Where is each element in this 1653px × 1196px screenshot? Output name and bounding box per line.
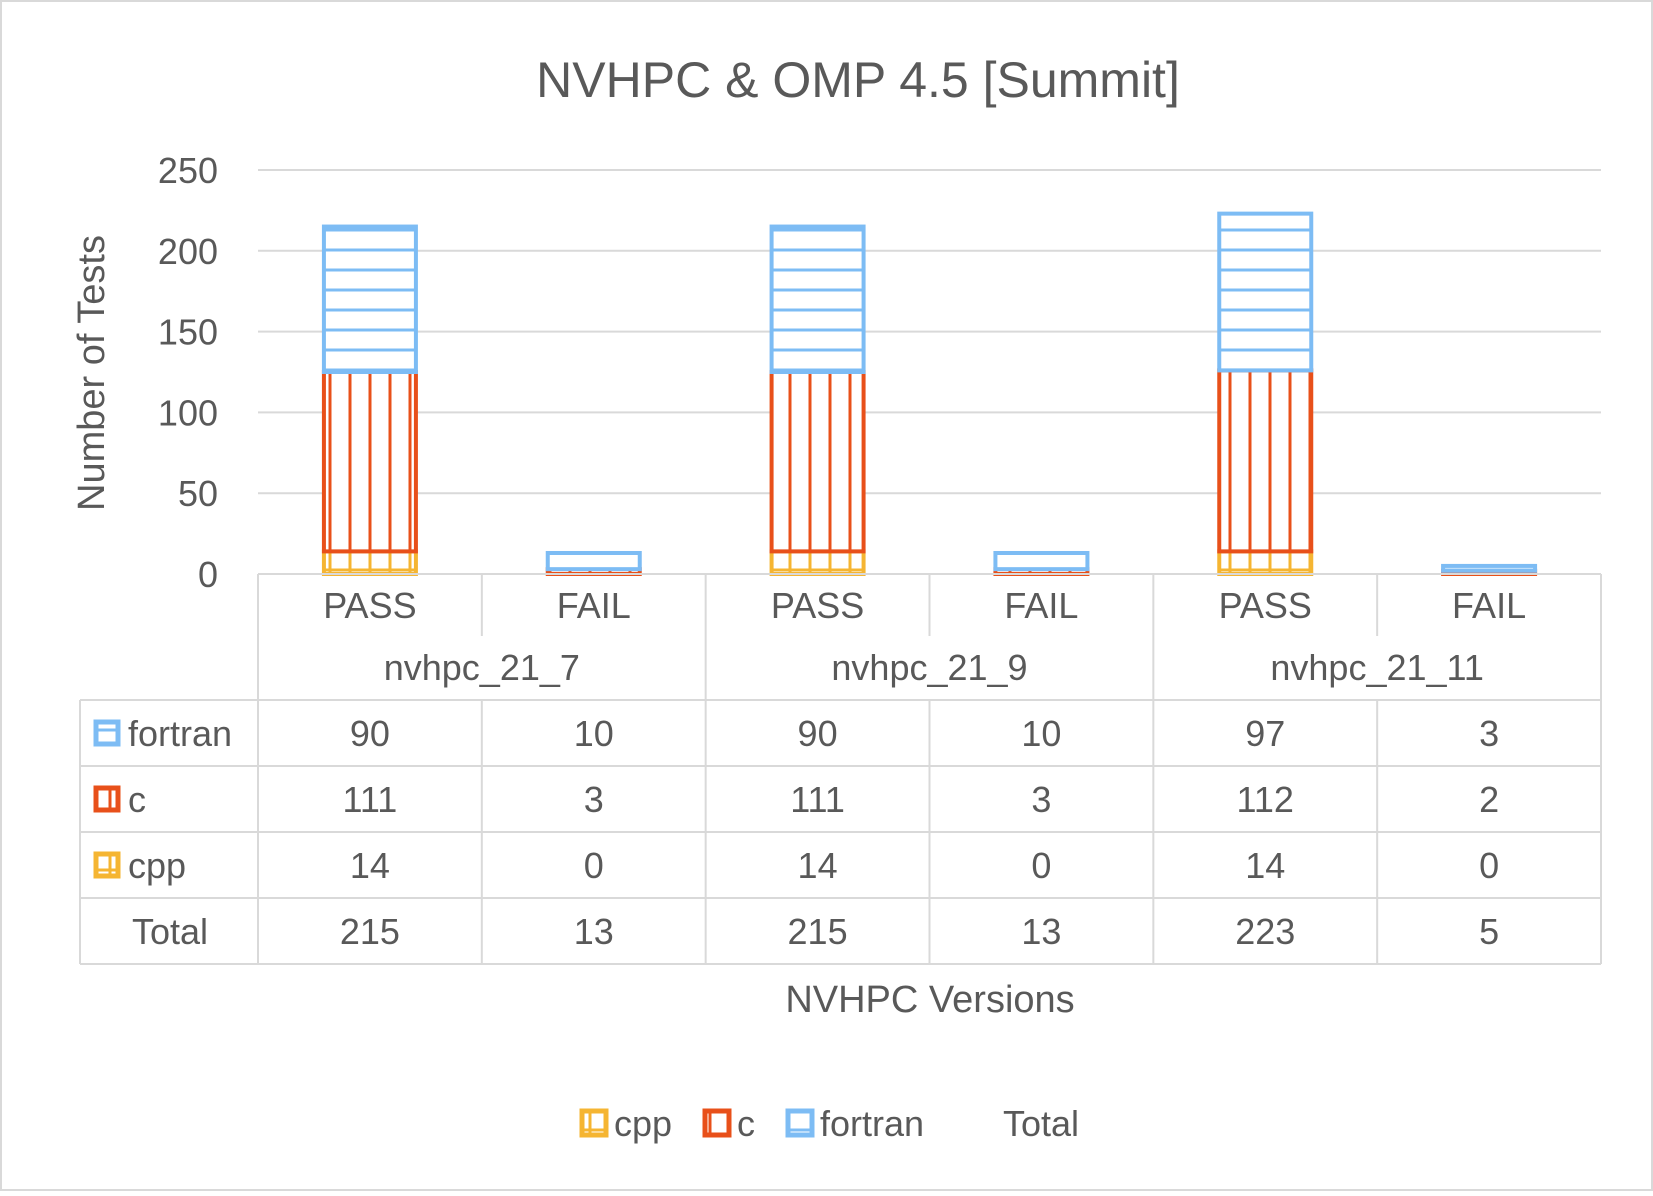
bar-fortran xyxy=(993,550,1090,572)
y-tick-label: 0 xyxy=(198,554,218,595)
table-cell: 0 xyxy=(584,845,604,886)
legend: cpp c fortran Total xyxy=(579,1103,1079,1144)
table-cell: 97 xyxy=(1245,713,1285,754)
chart-title: NVHPC & OMP 4.5 [Summit] xyxy=(536,52,1180,108)
bar-fortran xyxy=(545,550,642,572)
y-tick-label: 200 xyxy=(158,231,218,272)
bar-fortran xyxy=(1217,211,1314,373)
x-axis-label: NVHPC Versions xyxy=(785,979,1074,1021)
legend-key-cpp xyxy=(93,851,121,879)
table-cell: 112 xyxy=(1237,779,1294,820)
bar-fortran xyxy=(321,224,418,374)
group-label: nvhpc_21_7 xyxy=(384,647,580,688)
table-cell: 3 xyxy=(584,779,604,820)
y-tick-label: 100 xyxy=(158,392,218,433)
bar-fortran xyxy=(1441,563,1538,573)
y-tick-labels: 0 50 100 150 200 250 xyxy=(158,150,218,595)
category-label: PASS xyxy=(1219,585,1312,626)
legend-key-c xyxy=(93,785,121,813)
table-cell: 0 xyxy=(1479,845,1499,886)
category-label: PASS xyxy=(771,585,864,626)
table-cell: 90 xyxy=(798,713,838,754)
table-cell: 10 xyxy=(574,713,614,754)
table-cell: 14 xyxy=(1245,845,1285,886)
table-cell: 13 xyxy=(1021,911,1061,952)
table-cell: 0 xyxy=(1031,845,1051,886)
bar-c xyxy=(769,370,866,554)
legend-key-fortran xyxy=(93,719,121,747)
legend-label: c xyxy=(737,1103,755,1144)
bar-fortran xyxy=(769,224,866,374)
table-cell: 14 xyxy=(798,845,838,886)
bar-cpp xyxy=(1217,549,1314,576)
category-label: FAIL xyxy=(557,585,631,626)
bar-cpp xyxy=(321,549,418,576)
table-cell: 111 xyxy=(343,779,398,820)
table-cell: 215 xyxy=(788,911,848,952)
group-label: nvhpc_21_11 xyxy=(1270,647,1484,688)
table-cell: 13 xyxy=(574,911,614,952)
category-label: FAIL xyxy=(1004,585,1078,626)
table-cell: 3 xyxy=(1031,779,1051,820)
y-tick-label: 150 xyxy=(158,312,218,353)
category-label: FAIL xyxy=(1452,585,1526,626)
legend-key-c xyxy=(702,1108,732,1138)
bars xyxy=(321,211,1538,577)
y-tick-label: 50 xyxy=(178,473,218,514)
group-label: nvhpc_21_9 xyxy=(831,647,1027,688)
table-cell: 5 xyxy=(1479,911,1499,952)
y-tick-label: 250 xyxy=(158,150,218,191)
table-row-label: cpp xyxy=(128,845,186,886)
legend-label: cpp xyxy=(614,1103,672,1144)
table-cell: 223 xyxy=(1235,911,1295,952)
table-cell: 111 xyxy=(790,779,845,820)
bar-cpp xyxy=(769,549,866,576)
table-cell: 3 xyxy=(1479,713,1499,754)
table-cell: 14 xyxy=(350,845,390,886)
data-table: PASS FAIL PASS FAIL PASS FAIL nvhpc_21_7 nvhpc_… xyxy=(79,573,1602,965)
legend-label: fortran xyxy=(820,1103,924,1144)
table-row-label: c xyxy=(128,779,146,820)
legend-key-fortran xyxy=(785,1108,815,1138)
table-row-label: Total xyxy=(132,911,208,952)
bar-c xyxy=(321,370,418,554)
table-cell: 90 xyxy=(350,713,390,754)
table-cell: 10 xyxy=(1021,713,1061,754)
table-cell: 215 xyxy=(340,911,400,952)
table-row-label: fortran xyxy=(128,713,232,754)
table-cell: 2 xyxy=(1479,779,1499,820)
bar-c xyxy=(1217,368,1314,554)
category-label: PASS xyxy=(323,585,416,626)
legend-key-cpp xyxy=(579,1108,609,1138)
gridlines xyxy=(258,169,1601,495)
y-axis-label: Number of Tests xyxy=(71,235,113,511)
legend-label: Total xyxy=(1003,1103,1079,1144)
